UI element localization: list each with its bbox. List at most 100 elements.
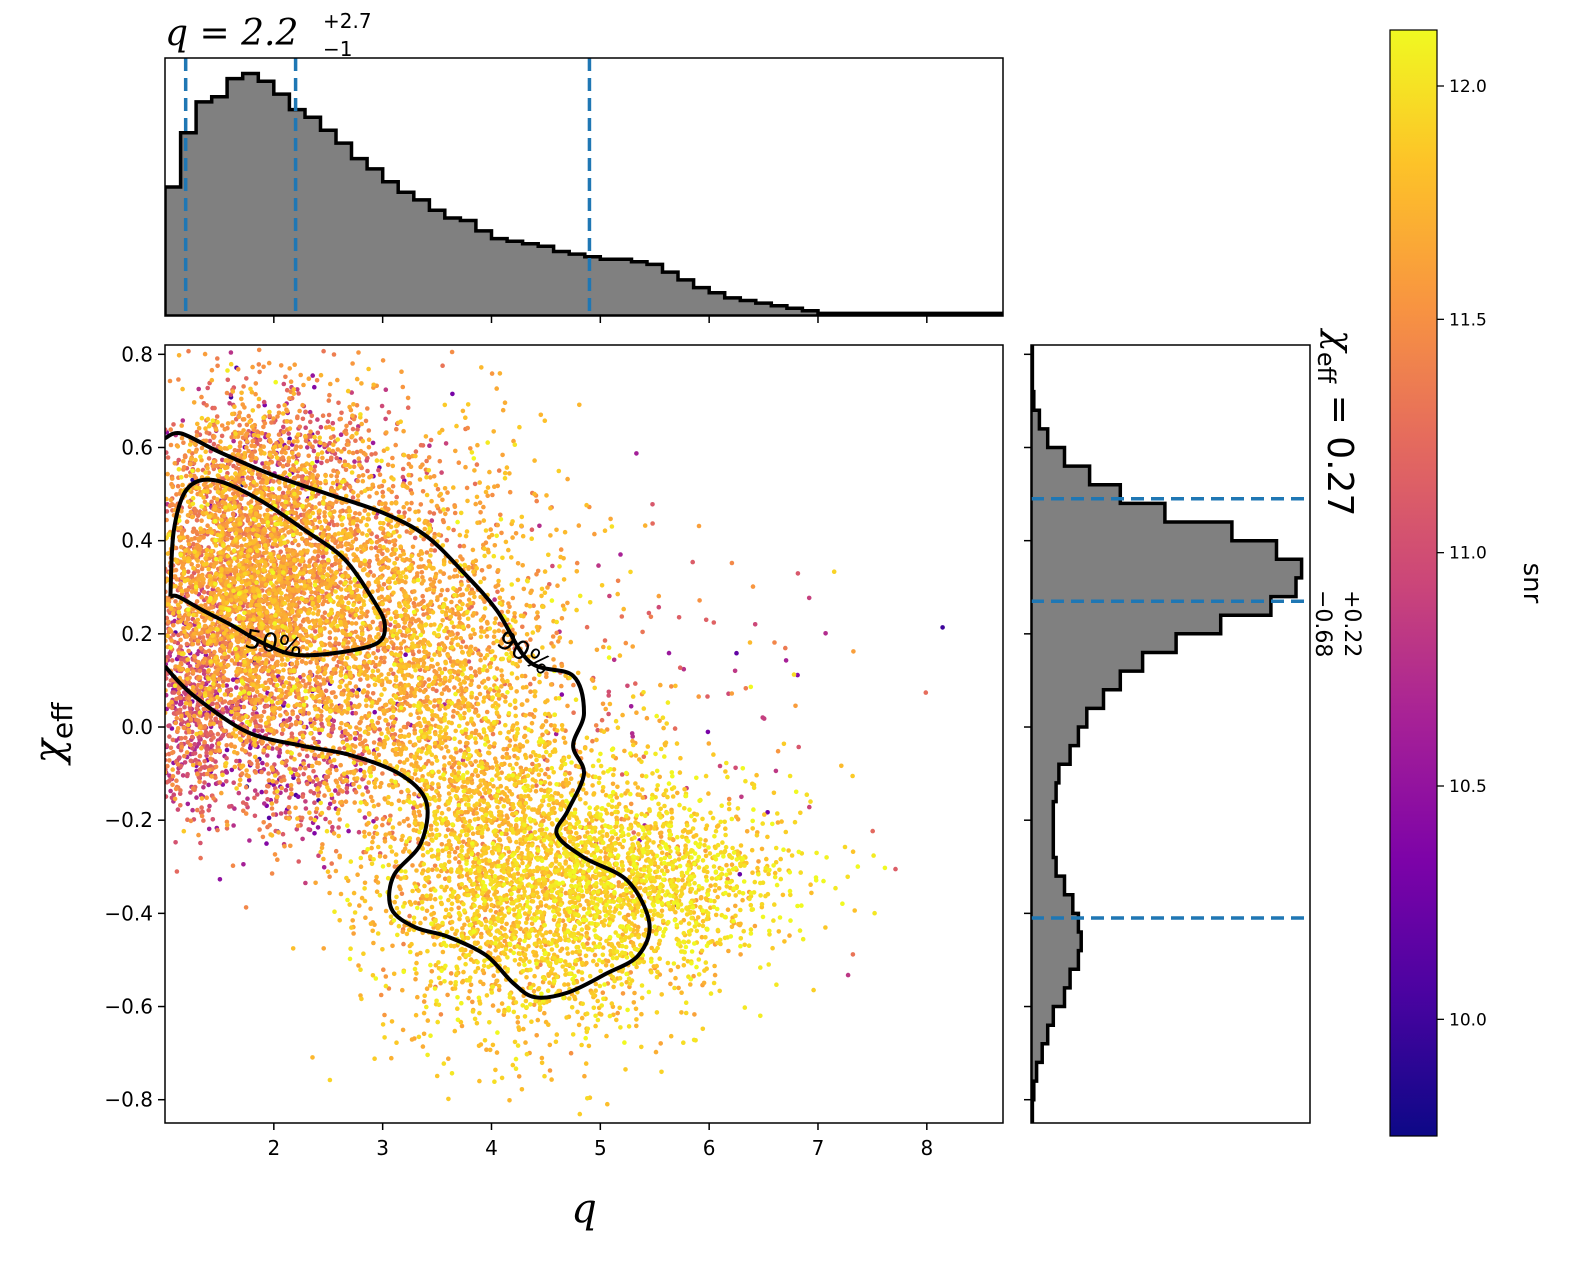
scatter-point	[185, 801, 191, 807]
scatter-point	[445, 992, 450, 998]
scatter-point	[199, 813, 205, 819]
scatter-point	[283, 374, 288, 380]
scatter-point	[191, 570, 197, 576]
scatter-point	[435, 486, 441, 492]
scatter-point	[457, 615, 462, 621]
scatter-point	[205, 385, 210, 391]
scatter-point	[300, 416, 306, 422]
scatter-point	[486, 676, 491, 682]
scatter-point	[450, 391, 455, 397]
scatter-point	[232, 744, 238, 750]
scatter-point	[280, 831, 286, 837]
scatter-point	[418, 601, 423, 607]
scatter-point	[266, 778, 272, 783]
scatter-point	[179, 435, 185, 441]
scatter-point	[311, 736, 316, 741]
scatter-point	[406, 453, 411, 459]
scatter-point	[266, 815, 272, 821]
scatter-point	[324, 458, 330, 464]
scatter-point	[450, 714, 456, 719]
scatter-point	[375, 588, 381, 593]
scatter-point	[237, 410, 242, 416]
scatter-point	[165, 455, 171, 460]
scatter-point	[401, 724, 407, 730]
scatter-point	[316, 739, 322, 745]
scatter-point	[354, 449, 360, 455]
scatter-point	[281, 381, 287, 387]
scatter-point	[186, 727, 191, 733]
scatter-point	[188, 742, 193, 748]
scatter-point	[169, 750, 175, 756]
scatter-point	[290, 455, 296, 460]
scatter-point	[241, 704, 247, 710]
scatter-point	[337, 543, 342, 548]
scatter-point	[195, 771, 200, 777]
scatter-point	[211, 441, 217, 447]
scatter-point	[293, 446, 299, 452]
scatter-point	[327, 801, 333, 807]
scatter-point	[705, 694, 710, 699]
scatter-point	[410, 863, 415, 868]
scatter-point	[296, 391, 301, 396]
scatter-point	[201, 589, 207, 595]
scatter-point	[620, 991, 626, 996]
scatter-point	[241, 384, 246, 389]
scatter-point	[420, 489, 426, 494]
scatter-point	[373, 451, 378, 456]
scatter-point	[756, 859, 761, 864]
scatter-point	[457, 543, 463, 549]
scatter-point	[366, 444, 372, 450]
scatter-point	[196, 718, 201, 723]
scatter-point	[312, 464, 318, 469]
scatter-point	[606, 689, 612, 695]
scatter-point	[313, 629, 318, 634]
scatter-point	[308, 429, 313, 435]
scatter-point	[438, 1012, 444, 1017]
scatter-point	[383, 387, 389, 393]
scatter-point	[711, 620, 717, 625]
scatter-point	[606, 711, 611, 717]
scatter-point	[213, 716, 218, 722]
scatter-point	[358, 448, 364, 454]
scatter-point	[190, 529, 196, 534]
scatter-point	[183, 735, 188, 741]
scatter-point	[269, 420, 274, 425]
scatter-point	[599, 717, 605, 723]
scatter-point	[775, 748, 781, 754]
scatter-point	[761, 716, 767, 721]
scatter-point	[353, 511, 358, 516]
scatter-point	[571, 682, 576, 688]
scatter-point	[211, 796, 216, 801]
scatter-point	[252, 728, 257, 733]
scatter-point	[271, 812, 276, 817]
scatter-point	[237, 422, 242, 428]
scatter-point	[165, 743, 169, 748]
scatter-point	[336, 825, 341, 830]
scatter-point	[893, 866, 898, 872]
scatter-point	[340, 789, 345, 794]
scatter-point	[277, 750, 283, 756]
scatter-point	[223, 705, 229, 710]
scatter-point	[380, 816, 386, 822]
scatter-point	[449, 349, 455, 355]
scatter-point	[301, 591, 307, 596]
scatter-point	[439, 842, 445, 847]
scatter-point	[165, 450, 169, 455]
scatter-point	[215, 827, 220, 833]
scatter-point	[783, 658, 789, 663]
scatter-point	[253, 381, 259, 386]
scatter-point	[199, 394, 204, 400]
scatter-point	[217, 780, 223, 785]
scatter-point	[490, 492, 495, 498]
scatter-point	[451, 527, 456, 533]
scatter-point	[288, 379, 294, 385]
scatter-point	[765, 810, 770, 815]
scatter-point	[252, 795, 257, 801]
scatter-point	[306, 711, 312, 716]
scatter-point	[293, 719, 299, 725]
scatter-point	[214, 704, 220, 710]
scatter-point	[172, 574, 178, 579]
scatter-point	[185, 593, 190, 598]
scatter-point	[507, 489, 513, 495]
scatter-point	[215, 363, 220, 369]
